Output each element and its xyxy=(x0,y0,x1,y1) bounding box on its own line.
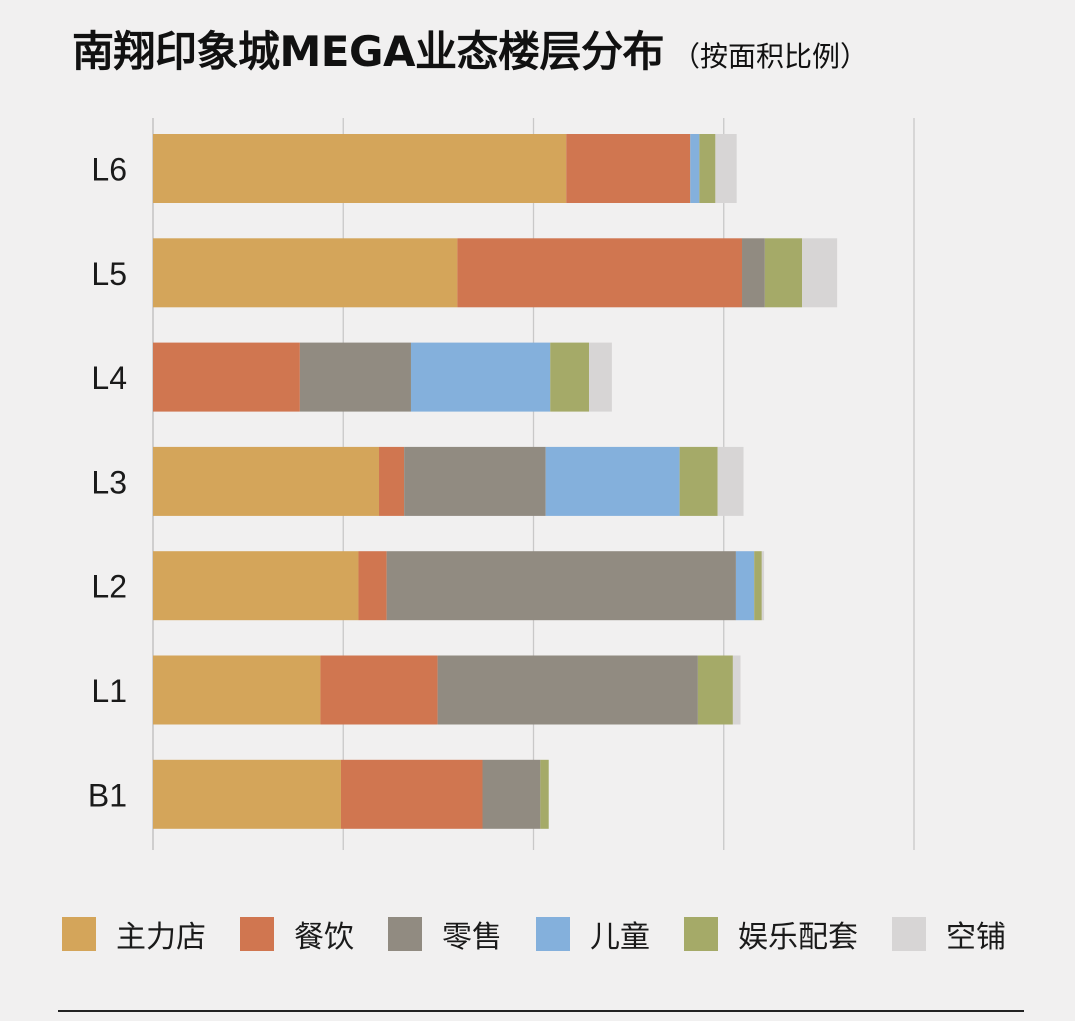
bar-segment-l5 xyxy=(802,238,838,308)
bar-segment-l4 xyxy=(299,342,411,412)
bar-segment-l2 xyxy=(153,551,359,621)
legend-swatch xyxy=(62,917,96,951)
bar-segment-b1 xyxy=(340,759,483,829)
bar-segment-l2 xyxy=(761,551,765,621)
chart-title-subtitle: （按面积比例） xyxy=(671,40,868,73)
bar-segment-l2 xyxy=(754,551,762,621)
y-tick-label-l3: L3 xyxy=(91,464,127,500)
bar-segment-l3 xyxy=(679,446,718,516)
bar-segment-l5 xyxy=(457,238,743,308)
bar-segment-l3 xyxy=(717,446,744,516)
bar-segment-l4 xyxy=(550,342,590,412)
bar-segment-b1 xyxy=(482,759,541,829)
bar-segment-l3 xyxy=(545,446,680,516)
y-tick-label-b1: B1 xyxy=(88,777,127,813)
bar-segment-l1 xyxy=(437,655,698,725)
legend-item: 儿童 xyxy=(536,912,650,956)
y-axis-labels: L6 L5 L4 L3 L2 L1 B1 xyxy=(88,152,127,814)
bars xyxy=(153,134,838,829)
legend: 主力店 餐饮 零售 儿童 娱乐配套 空铺 xyxy=(62,912,1040,956)
legend-item: 主力店 xyxy=(62,912,206,956)
bar-segment-l6 xyxy=(566,134,691,203)
bar-segment-l1 xyxy=(153,655,321,725)
legend-label: 空铺 xyxy=(946,920,1006,955)
bar-segment-l4 xyxy=(589,342,612,412)
bar-segment-l3 xyxy=(404,446,546,516)
legend-item: 零售 xyxy=(388,912,502,956)
bar-segment-l1 xyxy=(697,655,733,725)
y-tick-label-l4: L4 xyxy=(91,360,127,396)
legend-item: 餐饮 xyxy=(240,912,354,956)
legend-swatch xyxy=(892,917,926,951)
bar-segment-l1 xyxy=(320,655,438,725)
legend-label: 儿童 xyxy=(590,920,650,955)
bar-segment-l2 xyxy=(358,551,387,621)
legend-label: 餐饮 xyxy=(294,920,354,955)
legend-item: 娱乐配套 xyxy=(684,912,858,956)
bar-segment-l3 xyxy=(153,446,380,516)
bar-segment-l4 xyxy=(410,342,551,412)
bar-segment-l5 xyxy=(742,238,765,308)
legend-item: 空铺 xyxy=(892,912,1006,956)
bar-segment-l3 xyxy=(379,446,405,516)
bar-segment-l1 xyxy=(732,655,741,725)
legend-swatch xyxy=(536,917,570,951)
y-tick-label-l1: L1 xyxy=(91,673,127,709)
bar-segment-b1 xyxy=(153,759,341,829)
bar-segment-l6 xyxy=(715,134,737,203)
bar-segment-l5 xyxy=(764,238,803,308)
y-tick-label-l2: L2 xyxy=(91,569,127,605)
chart-title-main: 南翔印象城MEGA业态楼层分布 xyxy=(72,27,664,76)
legend-swatch xyxy=(684,917,718,951)
bar-segment-l2 xyxy=(735,551,755,621)
legend-swatch xyxy=(388,917,422,951)
bottom-divider xyxy=(58,1010,1024,1012)
bar-segment-l5 xyxy=(153,238,458,308)
bar-segment-b1 xyxy=(540,759,549,829)
legend-label: 零售 xyxy=(442,920,502,955)
y-tick-label-l5: L5 xyxy=(91,256,127,292)
legend-label: 主力店 xyxy=(116,920,206,955)
bar-segment-l6 xyxy=(690,134,700,203)
legend-swatch xyxy=(240,917,274,951)
y-tick-label-l6: L6 xyxy=(91,152,127,188)
bar-segment-l4 xyxy=(153,342,300,412)
legend-label: 娱乐配套 xyxy=(738,920,858,955)
chart-title: 南翔印象城MEGA业态楼层分布 （按面积比例） xyxy=(72,18,868,79)
bar-segment-l2 xyxy=(386,551,736,621)
bar-segment-l6 xyxy=(153,134,567,203)
bar-segment-l6 xyxy=(699,134,716,203)
